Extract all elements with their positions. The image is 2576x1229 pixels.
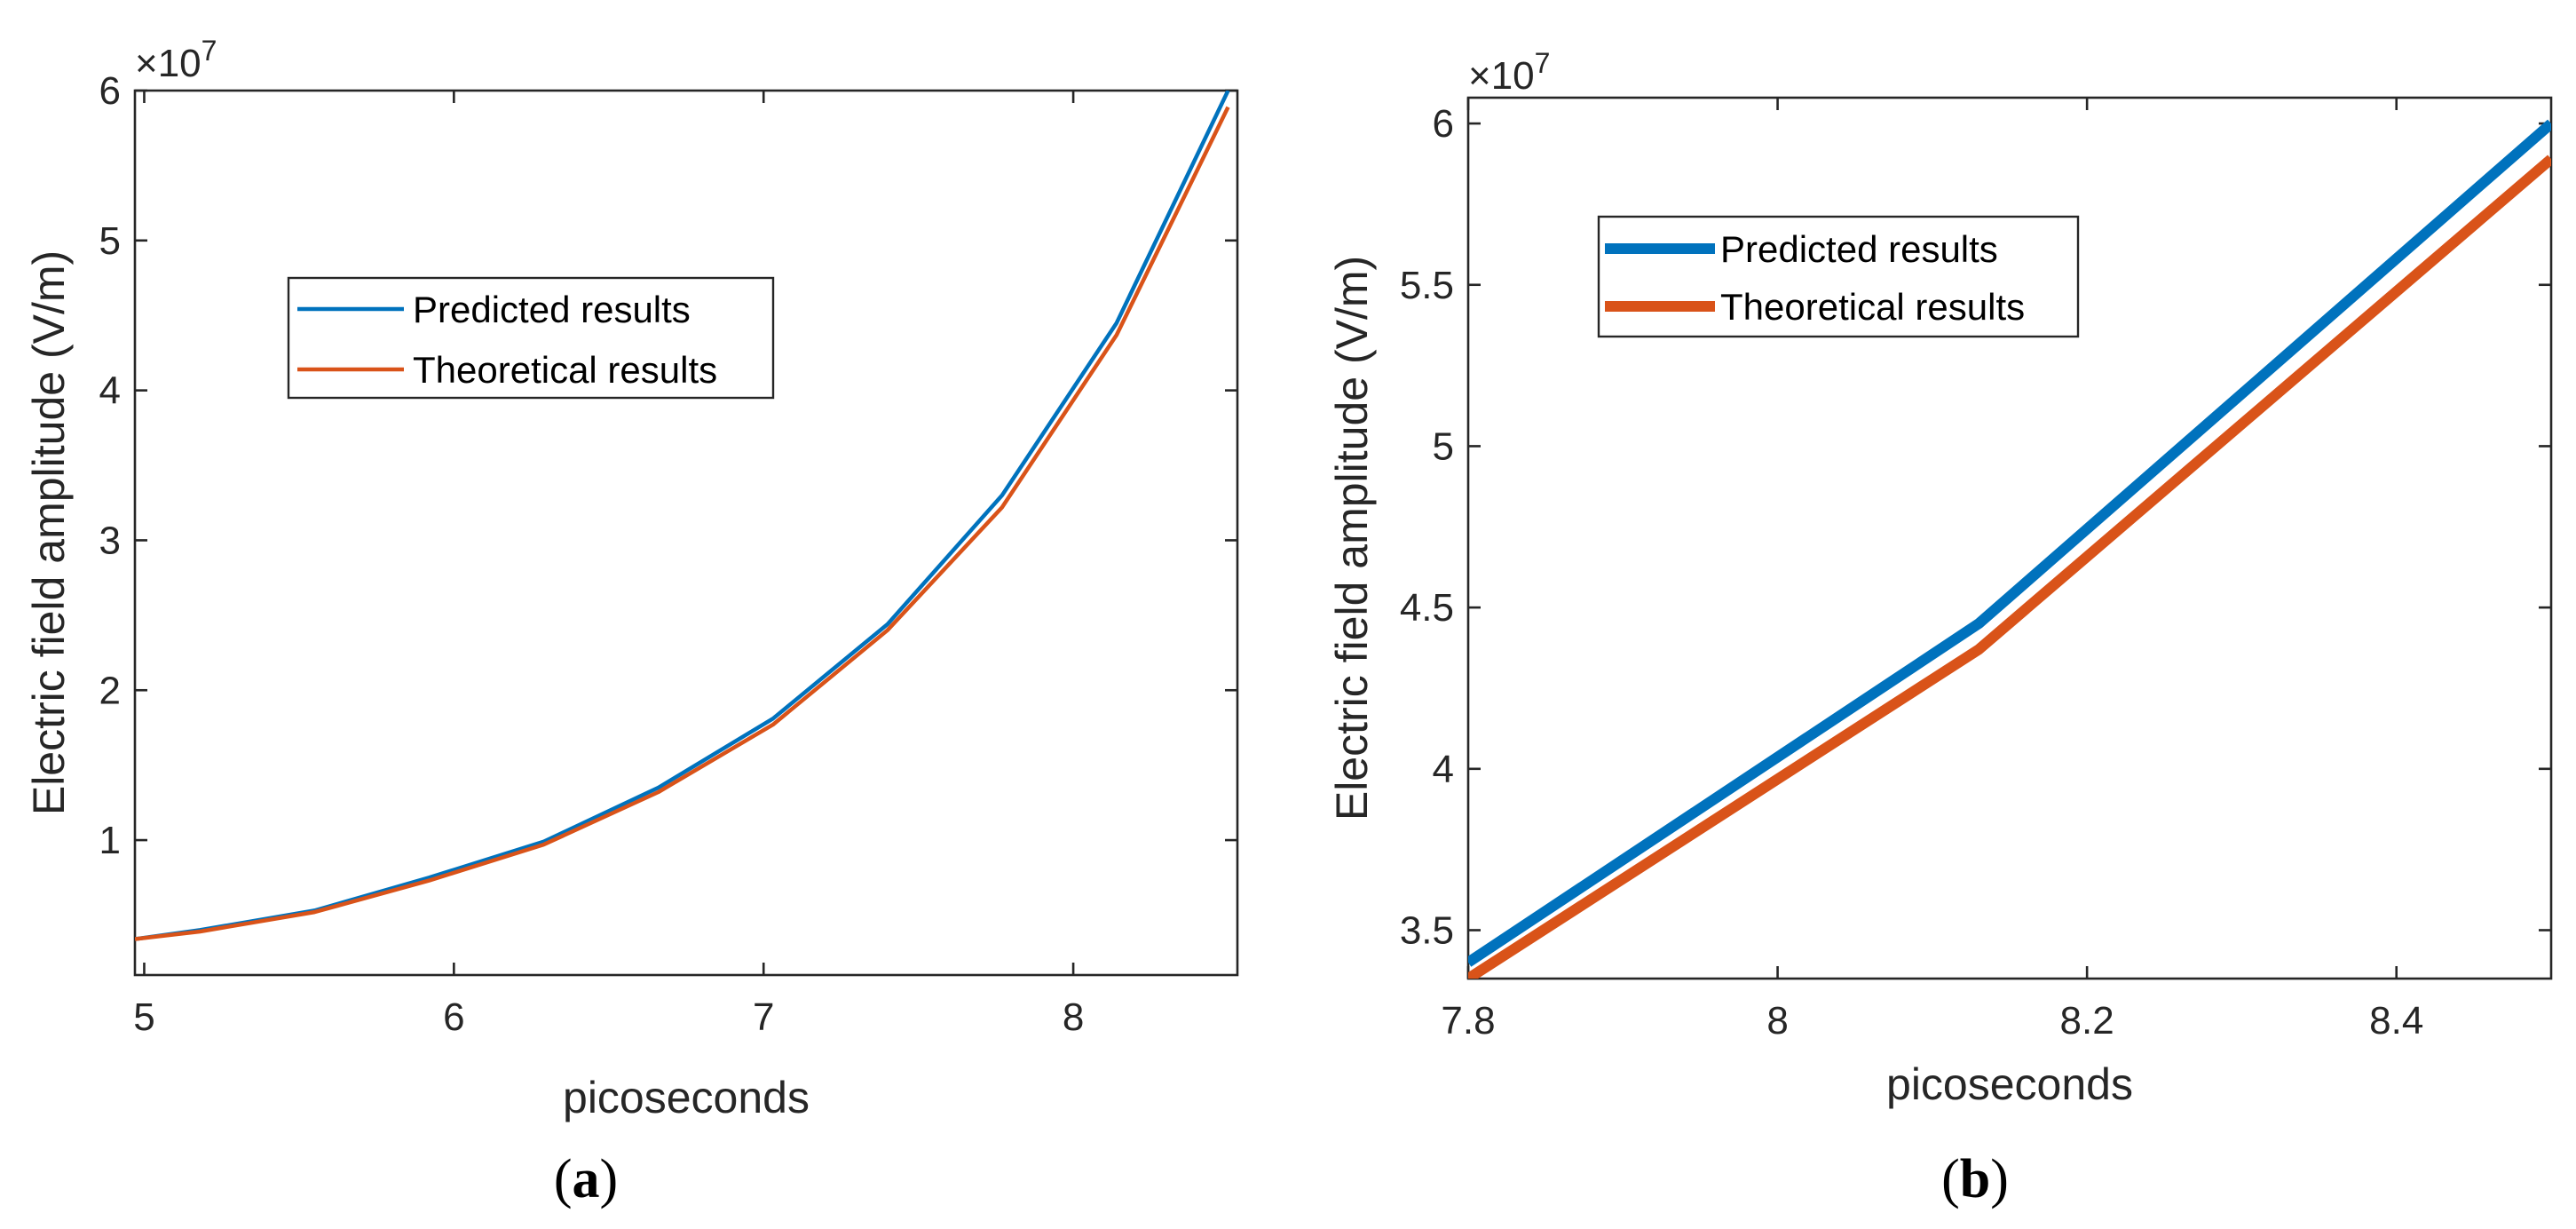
chart-b-legend-label-theoretical: Theoretical results <box>1720 286 2025 328</box>
chart-a-axes-box <box>133 89 1239 977</box>
chart-b-y-tick-label: 3.5 <box>1400 908 1454 952</box>
chart-b-x-tick-label: 8 <box>1766 999 1788 1043</box>
chart-b-series-line-theoretical <box>1468 155 2551 979</box>
chart-a-series-line-predicted <box>135 91 1230 941</box>
chart-a: 1 2 3 4 5 6 5 6 7 8 ×107 Electric field amplitud… <box>24 35 1239 1209</box>
chart-a-caption: (a) <box>554 1149 618 1209</box>
chart-b-x-tick-label: 8.4 <box>2369 999 2423 1043</box>
chart-a-legend-box <box>287 276 775 400</box>
chart-b: 3.5 4 4.5 5 5.5 6 7.8 8 8.2 8.4 ×107 Electric fi… <box>1327 47 2553 1209</box>
chart-a-y-tick-label: 6 <box>99 69 121 113</box>
chart-b-x-tick-label: 8.2 <box>2060 999 2114 1043</box>
chart-b-legend-box <box>1597 215 2080 338</box>
chart-b-x-tick-label: 7.8 <box>1441 999 1495 1043</box>
chart-b-legend-label-predicted: Predicted results <box>1720 228 1998 270</box>
chart-a-legend: Predicted results Theoretical results <box>287 276 775 400</box>
chart-a-legend-label-predicted: Predicted results <box>413 289 691 330</box>
chart-b-series <box>1468 119 2551 979</box>
chart-b-x-ticks: 7.8 8 8.2 8.4 <box>1441 98 2423 1043</box>
chart-b-caption: (b) <box>1941 1149 2009 1209</box>
chart-b-legend: Predicted results Theoretical results <box>1597 215 2080 338</box>
chart-a-y-ticks: 1 2 3 4 5 6 <box>99 69 1237 862</box>
chart-b-y-tick-label: 6 <box>1433 102 1454 146</box>
chart-a-legend-label-theoretical: Theoretical results <box>413 349 717 391</box>
chart-b-y-axis-label: Electric field amplitude (V/m) <box>1327 256 1377 821</box>
chart-b-y-multiplier: ×107 <box>1468 47 1550 98</box>
chart-b-axes-box <box>1466 96 2553 980</box>
chart-a-y-tick-label: 2 <box>99 669 121 712</box>
chart-a-series-line-theoretical <box>135 106 1230 941</box>
chart-a-x-ticks: 5 6 7 8 <box>133 91 1084 1039</box>
chart-b-series-line-predicted <box>1468 119 2551 967</box>
chart-a-y-tick-label: 3 <box>99 519 121 562</box>
chart-a-y-axis-label: Electric field amplitude (V/m) <box>24 250 74 815</box>
chart-a-x-tick-label: 8 <box>1063 995 1084 1039</box>
chart-a-y-tick-label: 1 <box>99 819 121 862</box>
chart-b-y-tick-label: 5 <box>1433 424 1454 468</box>
chart-a-y-tick-label: 4 <box>99 369 121 413</box>
chart-a-x-tick-label: 5 <box>133 995 154 1039</box>
chart-a-x-axis-label: picoseconds <box>563 1073 810 1122</box>
chart-a-y-tick-label: 5 <box>99 219 121 263</box>
chart-b-y-tick-label: 4 <box>1433 748 1454 791</box>
chart-a-y-multiplier: ×107 <box>135 35 217 85</box>
chart-a-series <box>135 91 1230 941</box>
chart-b-y-ticks: 3.5 4 4.5 5 5.5 6 <box>1400 102 2551 952</box>
chart-b-y-tick-label: 5.5 <box>1400 264 1454 307</box>
chart-b-y-tick-label: 4.5 <box>1400 586 1454 630</box>
chart-b-x-axis-label: picoseconds <box>1886 1059 2133 1109</box>
chart-a-x-tick-label: 6 <box>443 995 464 1039</box>
chart-a-x-tick-label: 7 <box>753 995 774 1039</box>
